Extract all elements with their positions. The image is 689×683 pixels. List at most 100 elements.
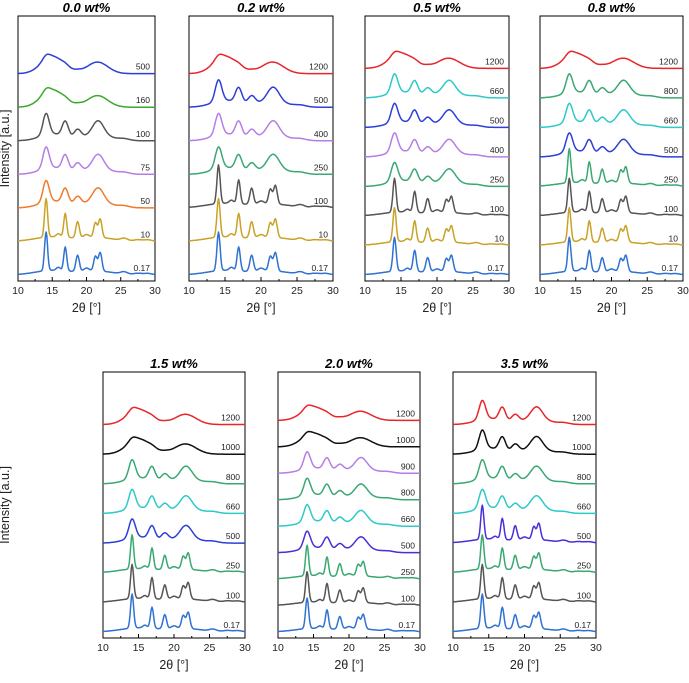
xrd-panel: 2.0 wt% 10 15 20 25 30 2θ [°] 0.17 100 250 500 660 8…	[272, 356, 426, 672]
series-line	[188, 53, 334, 75]
series-line	[17, 146, 156, 176]
series-label: 160	[136, 95, 150, 105]
series-label: 100	[314, 196, 328, 206]
series-label: 1000	[572, 442, 591, 452]
series-line	[17, 197, 156, 242]
x-tick-label: 25	[204, 642, 216, 654]
series-label: 250	[577, 561, 591, 571]
series-line	[277, 597, 421, 633]
x-tick-label: 30	[503, 285, 515, 297]
series-line	[452, 488, 597, 515]
series-line	[17, 53, 156, 75]
series-label: 100	[136, 129, 150, 139]
panel-title: 2.0 wt%	[324, 356, 373, 371]
x-tick-label: 15	[483, 642, 495, 654]
series-line	[364, 73, 510, 99]
series-label: 10	[495, 233, 505, 243]
x-axis-label: 2θ [°]	[334, 658, 363, 672]
series-line	[364, 236, 510, 276]
xrd-panel: 0.2 wt% 10 15 20 25 30 2θ [°] 0.17 10 100 250 400 50…	[183, 0, 339, 315]
y-axis-label: Intensity [a.u.]	[0, 110, 12, 188]
x-tick-label: 10	[359, 285, 371, 297]
x-tick-label: 25	[379, 642, 391, 654]
series-line	[17, 87, 156, 108]
series-label: 0.17	[487, 263, 504, 273]
x-tick-label: 10	[272, 642, 284, 654]
series-label: 500	[401, 541, 415, 551]
series-line	[102, 406, 246, 426]
x-tick-label: 15	[395, 285, 407, 297]
x-tick-label: 10	[447, 642, 459, 654]
plot-frame	[188, 15, 334, 282]
x-tick-label: 30	[149, 285, 161, 297]
series-line	[188, 112, 334, 142]
series-label: 10	[319, 229, 329, 239]
series-label: 1200	[659, 56, 678, 66]
x-tick-label: 10	[12, 285, 24, 297]
x-tick-label: 30	[327, 285, 339, 297]
x-tick-label: 20	[81, 285, 93, 297]
series-label: 500	[490, 115, 504, 125]
x-tick-label: 25	[467, 285, 479, 297]
series-line	[17, 179, 156, 209]
series-label: 660	[577, 501, 591, 511]
series-line	[277, 430, 421, 448]
series-label: 1200	[572, 413, 591, 423]
x-tick-label: 10	[183, 285, 195, 297]
series-label: 100	[664, 204, 678, 214]
x-axis-label: 2θ [°]	[159, 658, 188, 672]
plot-frame	[17, 15, 156, 282]
series-line	[102, 436, 246, 455]
x-tick-label: 20	[255, 285, 267, 297]
series-label: 900	[401, 461, 415, 471]
series-line	[539, 177, 684, 217]
series-line	[452, 593, 597, 633]
series-label: 1000	[396, 435, 415, 445]
series-label: 100	[490, 204, 504, 214]
x-axis-label: 2θ [°]	[246, 301, 275, 315]
x-tick-label: 15	[219, 285, 231, 297]
panel-title: 1.5 wt%	[150, 356, 198, 371]
series-line	[102, 563, 246, 603]
series-label: 75	[141, 162, 151, 172]
series-label: 1200	[485, 56, 504, 66]
series-line	[364, 206, 510, 246]
series-label: 250	[664, 174, 678, 184]
series-label: 10	[669, 233, 679, 243]
series-line	[277, 530, 421, 554]
panel-title: 0.8 wt%	[588, 0, 636, 15]
series-line	[188, 164, 334, 209]
panel-title: 0.2 wt%	[237, 0, 285, 15]
series-line	[539, 147, 684, 187]
x-tick-label: 10	[97, 642, 109, 654]
series-label: 500	[664, 145, 678, 155]
x-tick-label: 15	[46, 285, 58, 297]
series-line	[188, 79, 334, 108]
x-tick-label: 25	[641, 285, 653, 297]
xrd-panel: 0.0 wt% 10 15 20 25 30 2θ [°] Intensity [a.u.] 0…	[0, 0, 161, 315]
xrd-panel: 0.5 wt% 10 15 20 25 30 2θ [°] 0.17 10 100 250 400 50…	[359, 0, 515, 315]
series-label: 500	[314, 95, 328, 105]
series-line	[364, 161, 510, 188]
series-label: 1200	[309, 62, 328, 72]
series-line	[452, 399, 597, 426]
series-line	[452, 534, 597, 574]
series-label: 0.17	[311, 263, 328, 273]
series-label: 250	[314, 162, 328, 172]
series-line	[452, 504, 597, 544]
series-line	[277, 477, 421, 501]
series-label: 1200	[396, 408, 415, 418]
series-line	[539, 73, 684, 99]
xrd-panel: 1.5 wt% 10 15 20 25 30 2θ [°] Intensity [a.u.] 0…	[0, 356, 251, 672]
series-line	[539, 236, 684, 276]
series-line	[277, 570, 421, 606]
series-label: 800	[401, 488, 415, 498]
series-label: 660	[490, 86, 504, 96]
series-label: 400	[490, 145, 504, 155]
series-label: 660	[401, 514, 415, 524]
series-line	[17, 112, 156, 142]
x-tick-label: 15	[308, 642, 320, 654]
series-label: 10	[141, 229, 151, 239]
series-label: 660	[226, 501, 240, 511]
series-label: 500	[136, 62, 150, 72]
